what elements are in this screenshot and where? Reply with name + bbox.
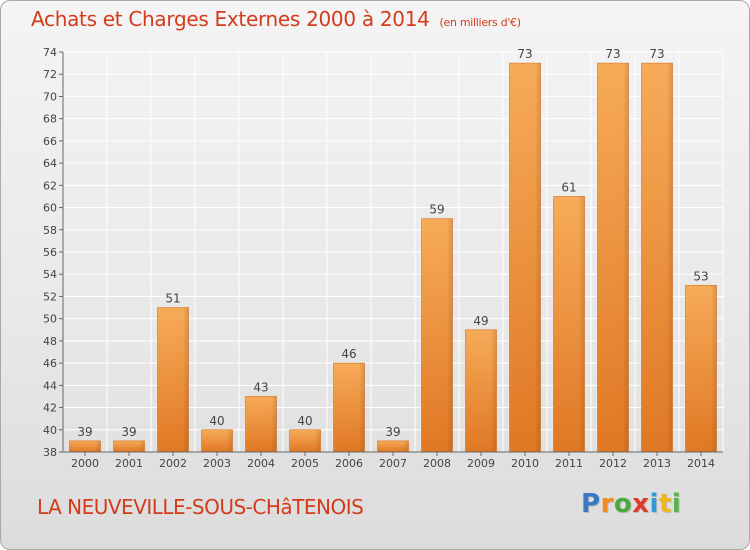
y-tick-label: 56 — [43, 246, 57, 259]
bar-shade — [578, 196, 585, 452]
y-tick-label: 68 — [43, 113, 57, 126]
x-tick-label: 2005 — [291, 457, 319, 470]
bar-shade — [402, 440, 409, 452]
data-label: 40 — [209, 414, 224, 428]
data-label: 40 — [297, 414, 312, 428]
y-tick-label: 44 — [43, 379, 57, 392]
y-tick-label: 64 — [43, 157, 57, 170]
x-tick-label: 2002 — [159, 457, 187, 470]
bar-shade — [666, 63, 673, 452]
data-label: 59 — [429, 203, 444, 217]
data-label: 43 — [253, 380, 268, 394]
x-tick-label: 2011 — [555, 457, 583, 470]
y-tick-label: 72 — [43, 68, 57, 81]
bar-shade — [490, 329, 497, 452]
data-label: 46 — [341, 347, 356, 361]
logo-letter: P — [581, 489, 601, 519]
y-tick-label: 42 — [43, 402, 57, 415]
logo-letter: t — [658, 489, 672, 519]
y-tick-label: 74 — [43, 46, 57, 59]
bar-shade — [358, 363, 365, 452]
axes: 38 40 42 44 46 48 50 52 54 56 58 60 62 64 66 68 70 72 74 20… — [43, 46, 723, 470]
logo-letter: r — [600, 489, 614, 519]
x-tick-label: 2000 — [71, 457, 99, 470]
bar-shade — [622, 63, 629, 452]
x-tick-label: 2003 — [203, 457, 231, 470]
y-tick-label: 60 — [43, 202, 57, 215]
bar-shade — [270, 396, 277, 452]
data-label: 49 — [473, 314, 488, 328]
logo-letter: i — [649, 489, 659, 519]
data-label: 39 — [121, 425, 136, 439]
y-tick-label: 50 — [43, 313, 57, 326]
logo-letter: i — [671, 489, 682, 519]
bar-shade — [314, 429, 321, 452]
data-label: 73 — [649, 47, 664, 61]
proxiti-logo[interactable]: Proxiti — [581, 489, 681, 519]
x-tick-label: 2012 — [599, 457, 627, 470]
y-tick-label: 38 — [43, 446, 57, 459]
x-tick-label: 2008 — [423, 457, 451, 470]
data-label: 73 — [517, 47, 532, 61]
y-tick-label: 52 — [43, 290, 57, 303]
bar-shade — [94, 440, 101, 452]
x-tick-label: 2014 — [687, 457, 715, 470]
bars — [69, 62, 717, 453]
data-label: 73 — [605, 47, 620, 61]
data-label: 51 — [165, 292, 180, 306]
y-tick-label: 70 — [43, 90, 57, 103]
place-name: LA NEUVEVILLE-SOUS-CHâTENOIS — [37, 495, 364, 519]
data-label: 39 — [385, 425, 400, 439]
logo-letter: x — [632, 489, 650, 519]
x-tick-label: 2007 — [379, 457, 407, 470]
x-tick-label: 2013 — [643, 457, 671, 470]
chart-title-main: Achats et Charges Externes 2000 à 2014 — [31, 7, 430, 31]
x-tick-label: 2006 — [335, 457, 363, 470]
x-tick-label: 2004 — [247, 457, 275, 470]
y-tick-label: 48 — [43, 335, 57, 348]
y-tick-label: 62 — [43, 179, 57, 192]
data-label: 53 — [693, 269, 708, 283]
y-tick-label: 58 — [43, 224, 57, 237]
bar-shade — [534, 63, 541, 452]
x-tick-label: 2009 — [467, 457, 495, 470]
data-label: 39 — [77, 425, 92, 439]
y-tick-label: 66 — [43, 135, 57, 148]
bar-shade — [138, 440, 145, 452]
logo-letter: o — [613, 489, 633, 519]
data-label: 61 — [561, 180, 576, 194]
bar-shade — [446, 218, 453, 452]
y-tick-label: 46 — [43, 357, 57, 370]
chart-title: Achats et Charges Externes 2000 à 2014 (e… — [31, 7, 521, 31]
bar-shade — [226, 429, 233, 452]
bar-shade — [182, 307, 189, 452]
y-tick-label: 54 — [43, 268, 57, 281]
y-tick-label: 40 — [43, 424, 57, 437]
bar-shade — [710, 285, 717, 452]
x-tick-label: 2001 — [115, 457, 143, 470]
data-labels: 39 39 51 40 43 40 46 39 59 49 73 61 73 73 53 — [77, 47, 708, 439]
x-tick-label: 2010 — [511, 457, 539, 470]
chart-title-unit: (en milliers d'€) — [439, 16, 521, 29]
